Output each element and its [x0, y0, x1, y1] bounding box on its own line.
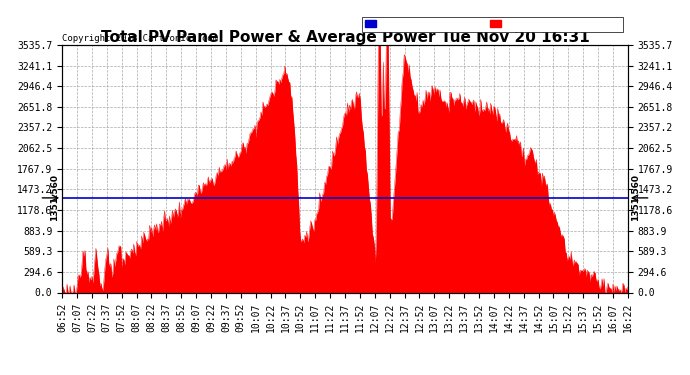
Text: Copyright 2018 Cartronics.com: Copyright 2018 Cartronics.com [62, 33, 218, 42]
Title: Total PV Panel Power & Average Power Tue Nov 20 16:31: Total PV Panel Power & Average Power Tue… [101, 30, 589, 45]
Text: 1351.560: 1351.560 [631, 174, 640, 221]
Text: 1351.560: 1351.560 [50, 174, 59, 221]
Legend: Average  (DC Watts), PV Panels  (DC Watts): Average (DC Watts), PV Panels (DC Watts) [362, 17, 623, 32]
